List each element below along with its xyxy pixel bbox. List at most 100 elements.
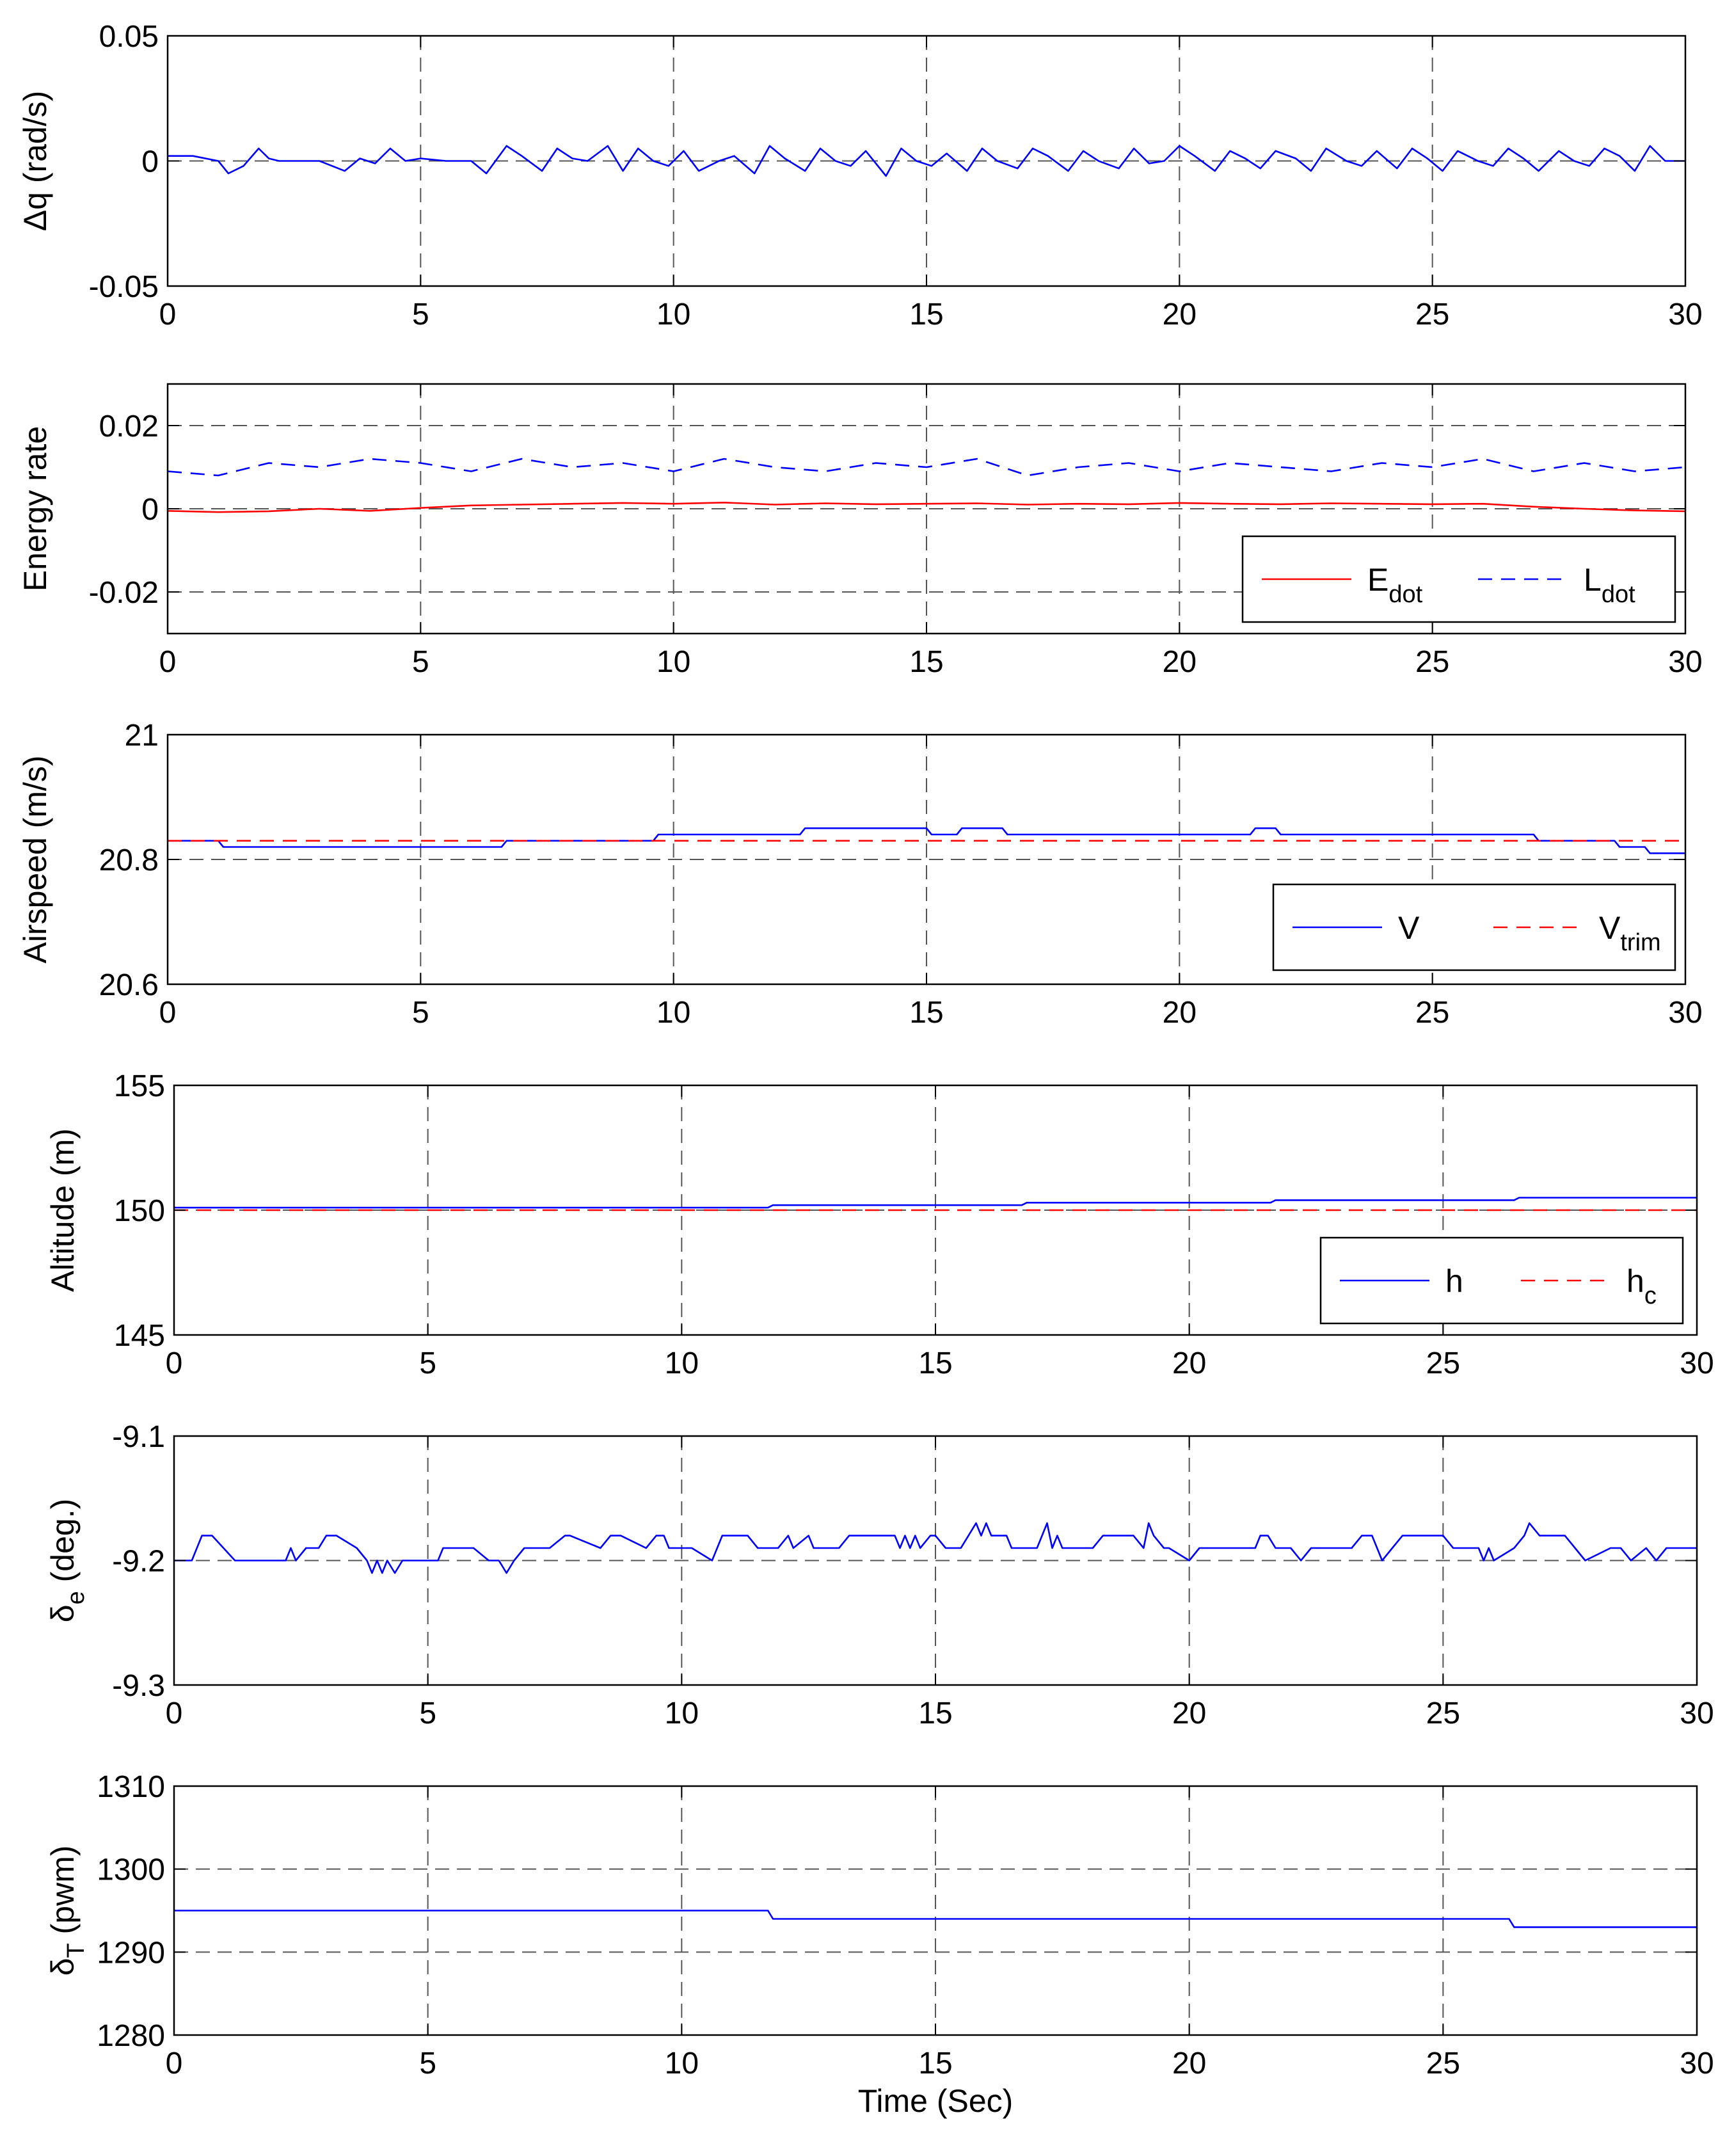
- x-tick-label: 0: [159, 996, 177, 1030]
- x-tick-label: 5: [419, 2047, 436, 2080]
- x-tick-label: 5: [419, 1346, 436, 1380]
- series-line-altitude-0: [174, 1197, 1697, 1209]
- legend-label-base: h: [1445, 1263, 1463, 1299]
- x-tick-label: 10: [665, 2047, 699, 2080]
- y-tick-label: 1310: [97, 1770, 165, 1804]
- series-line-dq-0: [168, 145, 1685, 177]
- y-tick-label: -9.2: [112, 1545, 165, 1579]
- y-axis-label: Δq (rad/s): [17, 91, 53, 232]
- x-tick-label: 25: [1426, 1346, 1460, 1380]
- y-tick-label: 155: [114, 1069, 165, 1103]
- legend-label-base: V: [1599, 910, 1621, 946]
- legend-label: V: [1398, 910, 1420, 946]
- y-tick-label: 0.02: [99, 410, 159, 443]
- x-tick-label: 5: [412, 645, 429, 679]
- y-tick-label: 20.6: [99, 968, 159, 1002]
- legend: h hc: [1319, 1236, 1684, 1325]
- legend-label-base: V: [1398, 910, 1420, 946]
- y-axis-label: Airspeed (m/s): [17, 755, 53, 963]
- x-tick-label: 0: [159, 645, 177, 679]
- x-tick-label: 10: [656, 645, 690, 679]
- x-tick-label: 20: [1172, 2047, 1206, 2080]
- y-tick-label: 0: [141, 145, 159, 179]
- x-tick-label: 30: [1680, 1346, 1714, 1380]
- x-tick-label: 30: [1680, 1697, 1714, 1730]
- x-tick-label: 25: [1426, 2047, 1460, 2080]
- x-tick-label: 20: [1163, 996, 1197, 1030]
- legend-label-base: h: [1627, 1263, 1644, 1299]
- x-tick-label: 5: [412, 996, 429, 1030]
- y-axis-label-sub: e: [63, 1591, 90, 1604]
- legend-label-sub: trim: [1620, 929, 1660, 956]
- x-tick-label: 15: [918, 1346, 952, 1380]
- legend-label: Edot: [1367, 562, 1423, 608]
- y-tick-label: 145: [114, 1319, 165, 1353]
- series-line-delta_t-0: [174, 1910, 1697, 1928]
- y-tick-label: 20.8: [99, 843, 159, 877]
- y-axis-label: Altitude (m): [45, 1128, 81, 1292]
- y-tick-label: 0.05: [99, 20, 159, 54]
- y-tick-label: 0: [141, 493, 159, 527]
- y-tick-label: 150: [114, 1194, 165, 1228]
- legend-label-base: E: [1367, 562, 1388, 598]
- x-tick-label: 0: [166, 2047, 183, 2080]
- x-tick-label: 30: [1668, 298, 1702, 331]
- x-tick-label: 0: [166, 1697, 183, 1730]
- x-tick-label: 10: [656, 996, 690, 1030]
- y-axis-label: δT (pwm): [45, 1846, 90, 1976]
- x-tick-label: 5: [419, 1697, 436, 1730]
- x-tick-label: 15: [909, 645, 943, 679]
- y-axis-label-base: δ: [45, 1604, 81, 1622]
- x-tick-label: 20: [1172, 1346, 1206, 1380]
- x-tick-label: 20: [1163, 645, 1197, 679]
- x-tick-label: 20: [1163, 298, 1197, 331]
- y-axis-label-sub: T: [63, 1943, 90, 1958]
- legend-label: Ldot: [1584, 562, 1635, 608]
- y-axis-label: δe (deg.): [45, 1499, 90, 1623]
- series-line-energy-1: [167, 458, 1686, 477]
- legend-label-base: L: [1584, 562, 1602, 598]
- legend: V Vtrim: [1272, 883, 1676, 971]
- x-tick-label: 15: [909, 298, 943, 331]
- x-axis-label: Time (Sec): [858, 2083, 1014, 2119]
- x-tick-label: 10: [665, 1697, 699, 1730]
- series-line-delta_e-0: [174, 1522, 1697, 1574]
- y-tick-label: -9.3: [112, 1669, 165, 1703]
- legend-label: Vtrim: [1599, 910, 1661, 956]
- y-tick-label: -0.05: [89, 270, 159, 304]
- series-line-energy-0: [167, 501, 1686, 513]
- x-tick-label: 25: [1415, 645, 1449, 679]
- x-tick-label: 15: [918, 1697, 952, 1730]
- y-tick-label: -0.02: [89, 576, 159, 610]
- y-axis-label-rest: (pwm): [45, 1846, 81, 1944]
- y-tick-label: 21: [125, 719, 159, 753]
- x-tick-label: 0: [166, 1346, 183, 1380]
- x-tick-label: 30: [1668, 996, 1702, 1030]
- y-axis-label: Energy rate: [17, 426, 53, 591]
- y-tick-label: 1280: [97, 2019, 165, 2053]
- y-axis-label-rest: (deg.): [45, 1499, 81, 1592]
- x-tick-label: 10: [665, 1346, 699, 1380]
- chart-delta_e: 0 5 10 15 20 25 30 -9.3 -9.2 -9.1 δe (deg.): [45, 1420, 1714, 1730]
- x-tick-label: 20: [1172, 1697, 1206, 1730]
- legend-label: h: [1445, 1263, 1463, 1299]
- x-tick-label: 30: [1680, 2047, 1714, 2080]
- x-tick-label: 10: [656, 298, 690, 331]
- x-tick-label: 0: [159, 298, 177, 331]
- legend-label: hc: [1627, 1263, 1657, 1309]
- x-tick-label: 5: [412, 298, 429, 331]
- chart-delta_t: 0 5 10 15 20 25 30 1280 1290 1300 1310 δT (pwm): [45, 1770, 1714, 2080]
- x-tick-label: 25: [1415, 298, 1449, 331]
- legend: Edot Ldot: [1241, 535, 1676, 623]
- x-tick-label: 25: [1426, 1697, 1460, 1730]
- legend-label-sub: dot: [1388, 581, 1422, 608]
- x-tick-label: 25: [1415, 996, 1449, 1030]
- legend-label-sub: dot: [1602, 581, 1635, 608]
- y-tick-label: -9.1: [112, 1420, 165, 1454]
- x-tick-label: 15: [918, 2047, 952, 2080]
- legend-label-sub: c: [1644, 1282, 1657, 1309]
